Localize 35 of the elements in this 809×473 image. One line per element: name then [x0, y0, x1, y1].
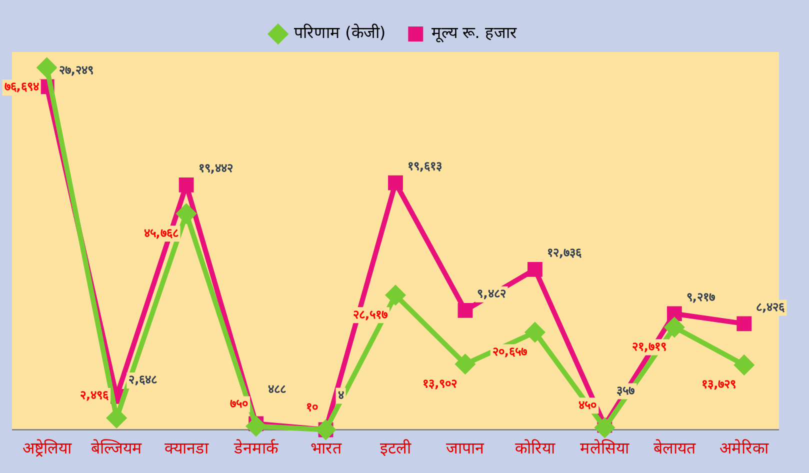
data-label: ४५,७६८: [144, 226, 178, 240]
x-tick-label: अमेरिका: [720, 438, 770, 458]
x-tick-label: इटली: [380, 438, 412, 458]
x-tick-label: मलेसिया: [580, 438, 630, 458]
data-label: २८,५१७: [352, 307, 388, 322]
data-label: १०: [306, 400, 318, 414]
data-label: १३,९०२: [422, 376, 458, 390]
x-tick-label: बेल्जियम: [91, 438, 142, 458]
data-label: २,४९६: [80, 388, 110, 402]
data-label: २७,२४९: [58, 62, 94, 77]
data-label: २१,७१९: [632, 339, 666, 354]
data-label: ३५७: [616, 383, 636, 398]
data-label: २,६४८: [128, 372, 158, 387]
data-label: १९,४४२: [198, 161, 233, 176]
x-tick-label: क्यानडा: [164, 438, 210, 458]
x-tick-label: डेनमार्क: [233, 438, 280, 458]
x-tick-label: बेलायत: [653, 438, 696, 458]
data-label: १९,६१३: [408, 158, 442, 173]
data-label: ४: [338, 388, 344, 402]
x-tick-label: कोरिया: [514, 438, 556, 458]
data-label: ७६,६९४: [4, 80, 39, 94]
data-label: ९,२१७: [686, 290, 716, 304]
data-label: ८,४२६: [756, 300, 786, 314]
data-label: २०,६५७: [492, 344, 528, 358]
x-tick-label: अष्ट्रेलिया: [22, 438, 72, 458]
data-label: ४५०: [578, 398, 597, 412]
data-label: ७५०: [230, 396, 248, 410]
data-label: ४८८: [268, 382, 286, 396]
data-label: ९,४८२: [477, 286, 506, 301]
legend-label: मूल्य रू. हजार: [432, 23, 517, 44]
x-tick-label: जापान: [446, 438, 486, 458]
x-tick-label: भारत: [310, 438, 342, 458]
legend-label: परिणाम (केजी): [294, 23, 386, 42]
data-label: १२,७३६: [546, 246, 583, 260]
data-label: १३,७२९: [702, 377, 736, 392]
